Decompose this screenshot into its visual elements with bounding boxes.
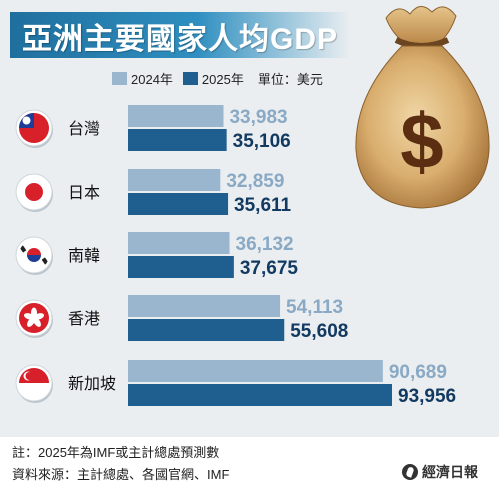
bar-2024-4	[128, 360, 383, 382]
legend-label-2025: 2025年	[201, 71, 244, 87]
svg-text:$: $	[400, 97, 443, 185]
value-label-2025-4: 93,956	[398, 386, 456, 407]
legend-swatch-2025	[182, 71, 198, 85]
value-label-2025-0: 35,106	[233, 131, 291, 152]
value-label-2024-4: 90,689	[389, 362, 447, 383]
value-label-2025-2: 37,675	[240, 258, 299, 279]
value-label-2024-1: 32,859	[226, 171, 284, 192]
south-korea-flag-icon	[15, 236, 53, 275]
legend: 2024年 2025年 單位：美元	[112, 69, 323, 87]
legend-swatch-2024	[112, 71, 127, 85]
unit-label: 單位：美元	[257, 71, 323, 87]
chart-title: 亞洲主要國家人均GDP	[22, 23, 339, 56]
bar-2025-2	[128, 256, 234, 278]
bar-2025-0	[128, 129, 227, 151]
bar-2024-1	[128, 169, 221, 191]
category-label-2: 南韓	[68, 247, 100, 265]
value-label-2025-1: 35,611	[234, 195, 291, 216]
value-label-2024-0: 33,983	[229, 107, 287, 128]
brand: 經濟日報	[402, 462, 478, 482]
bar-2025-4	[128, 384, 392, 406]
hong-kong-flag-icon	[15, 299, 53, 338]
title-banner	[10, 12, 350, 58]
money-bag-illustration: $	[355, 6, 490, 209]
value-label-2024-2: 36,132	[236, 234, 294, 255]
singapore-flag-icon	[15, 364, 53, 403]
legend-item-2025: 2025年	[182, 69, 244, 88]
footer-panel	[0, 437, 499, 491]
taiwan-flag-icon	[15, 109, 53, 148]
category-label-0: 台灣	[68, 120, 100, 138]
bar-2024-0	[128, 105, 224, 127]
bar-2025-3	[128, 319, 285, 341]
brand-logo-icon	[402, 464, 418, 480]
source-note: 資料來源：主計總處、各國官網、IMF	[12, 467, 230, 482]
bar-2024-2	[128, 232, 230, 254]
brand-name: 經濟日報	[422, 464, 478, 480]
bar-2025-1	[128, 193, 229, 215]
japan-flag-icon	[15, 173, 53, 212]
legend-item-2024: 2024年	[112, 69, 173, 88]
bar-chart: 台灣 33,983 35,106 日本 32,859 35,611 南韓 36,132 37,6…	[15, 105, 456, 407]
bar-2024-3	[128, 295, 281, 317]
category-label-4: 新加坡	[68, 375, 116, 393]
value-label-2024-3: 54,113	[286, 297, 343, 318]
legend-label-2024: 2024年	[131, 71, 173, 87]
footnote: 註：2025年為IMF或主計總處預測數	[12, 445, 220, 460]
value-label-2025-3: 55,608	[290, 321, 348, 342]
category-label-3: 香港	[68, 310, 100, 328]
category-label-1: 日本	[68, 184, 100, 202]
